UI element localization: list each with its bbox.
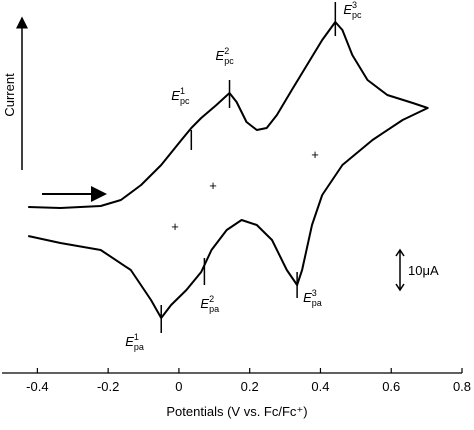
scale-bar-head <box>395 248 405 257</box>
peak-sub: pa <box>312 298 322 308</box>
peak-sub: pc <box>180 96 190 106</box>
peak-label: E1 pa <box>125 332 144 352</box>
x-tick-label: -0.2 <box>97 379 119 394</box>
x-tick-label: 0.8 <box>453 379 471 394</box>
marker: + <box>311 147 319 162</box>
peak-sup: 3 <box>312 288 317 298</box>
peak-label: E3 pc <box>343 0 362 20</box>
marker: + <box>171 219 179 234</box>
peak-symbol: E <box>343 2 352 17</box>
x-tick-label: 0 <box>175 379 182 394</box>
peak-label: E2 pc <box>216 46 235 66</box>
peak-symbol: E <box>216 48 225 63</box>
x-tick-label: -0.4 <box>26 379 48 394</box>
peak-label: E3 pa <box>303 288 322 308</box>
peak-symbol: E <box>200 296 209 311</box>
peak-label: E2 pa <box>200 294 219 314</box>
peak-sup: 2 <box>224 46 229 56</box>
peak-symbol: E <box>125 334 134 349</box>
peak-symbol: E <box>303 290 312 305</box>
peak-sub: pc <box>224 56 234 66</box>
x-tick-label: 0.2 <box>241 379 259 394</box>
peak-sup: 1 <box>180 86 185 96</box>
scale-bar-label: 10μA <box>408 263 439 278</box>
peak-sub: pa <box>209 304 219 314</box>
cv-curve <box>27 21 429 319</box>
peak-sup: 3 <box>352 0 357 10</box>
peak-sub: pa <box>134 342 144 352</box>
peak-label: E1 pc <box>171 86 190 106</box>
x-tick-label: 0.4 <box>311 379 329 394</box>
peak-sup: 2 <box>209 294 214 304</box>
peak-sub: pc <box>352 10 362 20</box>
peak-sup: 1 <box>134 332 139 342</box>
marker: + <box>209 178 217 193</box>
scale-bar-head <box>395 283 405 292</box>
x-tick-label: 0.6 <box>382 379 400 394</box>
x-axis-label: Potentials (V vs. Fc/Fc⁺) <box>166 404 307 419</box>
y-axis-label: Current <box>2 73 17 117</box>
peak-symbol: E <box>171 88 180 103</box>
